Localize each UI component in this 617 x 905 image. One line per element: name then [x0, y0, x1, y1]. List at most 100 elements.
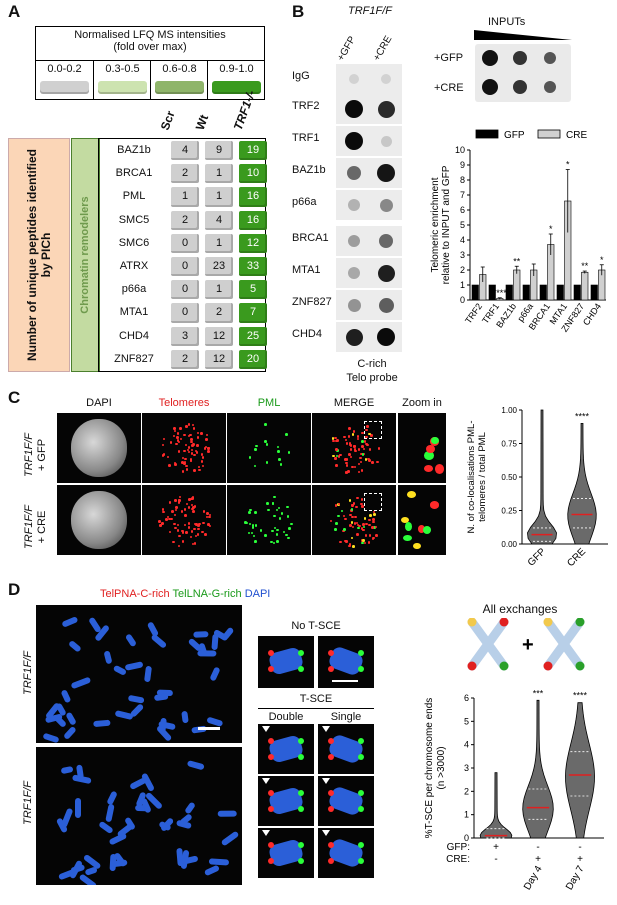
row-genotype: TRF1F/F [23, 505, 35, 549]
micrograph-pml [227, 485, 311, 555]
fluorescence-spot [355, 521, 359, 525]
fluorescence-spot [358, 524, 361, 528]
fluorescence-spot [361, 541, 364, 545]
fluorescence-spot [253, 464, 257, 468]
table-cell-trf1: 16 [239, 210, 267, 230]
dotblot-dot [348, 267, 360, 279]
fluorescence-spot [363, 541, 367, 545]
col-gfp: +GFP [335, 34, 359, 63]
inputs-blot [475, 44, 571, 102]
fluorescence-spot [181, 470, 185, 473]
fluorescence-spot [372, 518, 375, 521]
fluorescence-spot [190, 452, 194, 455]
fluorescence-spot [355, 505, 358, 509]
y-tick-label: 0 [460, 295, 465, 305]
fluorescence-spot [179, 427, 182, 430]
chromosome [84, 865, 98, 876]
table-cell-trf1: 12 [239, 233, 267, 253]
input-dot [544, 52, 556, 64]
fluorescence-spot [365, 522, 368, 526]
dotblot-dot [345, 328, 363, 346]
tsce-violin: 0 1 2 3 4 5 6 %T-SCE per chromosome ends(n >300… [424, 688, 604, 892]
telomere-end [543, 618, 553, 627]
fluorescence-spot [362, 539, 365, 542]
chromosome [103, 650, 113, 665]
fluorescence-spot [168, 530, 172, 534]
fluorescence-spot [349, 455, 353, 459]
fluorescence-spot [282, 530, 286, 534]
telomere-signal [298, 790, 304, 796]
table-cell-wt: 9 [205, 141, 233, 161]
telomere-signal [358, 754, 364, 760]
fluorescence-spot [375, 534, 378, 537]
nucleus-blob [71, 419, 127, 477]
fluorescence-spot [197, 465, 201, 469]
table-cell-wt: 23 [205, 257, 233, 277]
chromosome [153, 693, 169, 702]
table-cell-scr: 0 [171, 303, 199, 323]
dotblot-row-label: ZNF827 [292, 296, 332, 308]
micrograph-dapi [57, 485, 141, 555]
fluorescence-spot [161, 443, 165, 447]
gfp-row-label: GFP: [447, 842, 470, 853]
dotblot-row-label: TRF2 [292, 100, 320, 112]
fluorescence-spot [273, 514, 276, 518]
x-tick-label: CRE [565, 546, 588, 569]
table-cell-scr: 0 [171, 233, 199, 253]
fluorescence-spot [349, 513, 352, 517]
chromosome [62, 726, 77, 741]
fluorescence-spot [344, 458, 347, 461]
table-cell-scr: 1 [171, 187, 199, 207]
fluorescence-spot [373, 513, 376, 516]
dotblot-row-label: CHD4 [292, 328, 322, 340]
peptides-y-title-line2: by PICh [39, 232, 53, 278]
micrograph-telomeres [142, 485, 226, 555]
fluorescence-spot [205, 438, 208, 441]
no-tsce-title: No T-SCE [291, 620, 341, 632]
fluorescence-spot [189, 535, 193, 539]
fluorescence-spot [369, 514, 372, 517]
fluorescence-spot [176, 529, 180, 532]
fluorescence-spot [173, 461, 177, 465]
fluorescence-spot [192, 427, 196, 430]
y-tick-label: 6 [460, 205, 465, 215]
fluorescence-spot [367, 541, 371, 544]
table-cell-scr: 0 [171, 280, 199, 300]
telomere-end [499, 661, 509, 671]
table-row: ZNF827 2 12 20 [99, 348, 267, 371]
micro-row-label: TRF1F/F+ CRE [23, 492, 49, 562]
nucleus-blob [71, 491, 127, 549]
fluorescence-spot [350, 503, 354, 507]
chromosome [110, 854, 117, 872]
fluorescence-spot [174, 463, 177, 466]
fluorescence-spot [345, 442, 349, 445]
y-tick-label: 0.75 [501, 440, 517, 449]
fluorescence-spot [374, 525, 378, 529]
fluorescence-spot [191, 542, 195, 546]
y-tick-label: 3 [460, 250, 465, 260]
exchange-schematic: + [467, 618, 585, 671]
fluorescence-spot [208, 524, 212, 528]
tsce-divider [258, 708, 374, 709]
zoom-spot [417, 525, 425, 534]
significance-mark: *** [533, 688, 544, 698]
fluorescence-spot [183, 462, 186, 465]
protein-name: SMC6 [118, 236, 150, 249]
fluorescence-spot [339, 453, 342, 457]
fluorescence-spot [366, 425, 369, 428]
micro-col-title: DAPI [86, 397, 112, 409]
fluorescence-spot [192, 510, 195, 513]
fluorescence-spot [343, 528, 346, 531]
fluorescence-spot [348, 499, 352, 502]
probe-legend: TelPNA-C-rich TelLNA-G-rich DAPI [100, 588, 270, 600]
fluorescence-spot [377, 447, 381, 450]
legend-bin-swatch [40, 81, 89, 94]
y-tick-label: 0.00 [501, 540, 517, 549]
micro-col-title: PML [257, 397, 281, 409]
y-axis-label: %T-SCE per chromosome ends(n >3000) [424, 698, 447, 839]
fluorescence-spot [175, 442, 178, 446]
fluorescence-spot [360, 505, 364, 508]
chromatid [558, 618, 585, 671]
fluorescence-spot [192, 506, 195, 509]
dotblot-dot [377, 264, 395, 282]
